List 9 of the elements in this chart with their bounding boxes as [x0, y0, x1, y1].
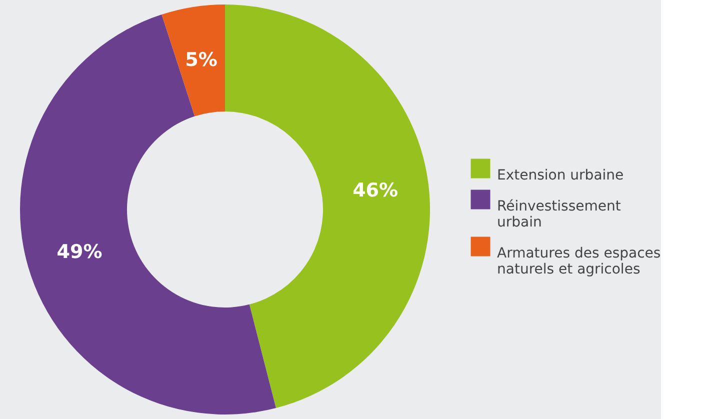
data-label: 5% [185, 48, 218, 71]
legend-label: Armatures des espaces naturels et agricoles [497, 246, 661, 278]
legend-label: Extension urbaine [497, 168, 624, 184]
data-label: 46% [352, 180, 398, 202]
legend-label: Réinvestissement urbain [497, 198, 622, 230]
data-label: 49% [56, 240, 102, 263]
donut-slice [20, 14, 276, 414]
donut-slice [162, 4, 225, 116]
donut-slice [225, 4, 430, 408]
